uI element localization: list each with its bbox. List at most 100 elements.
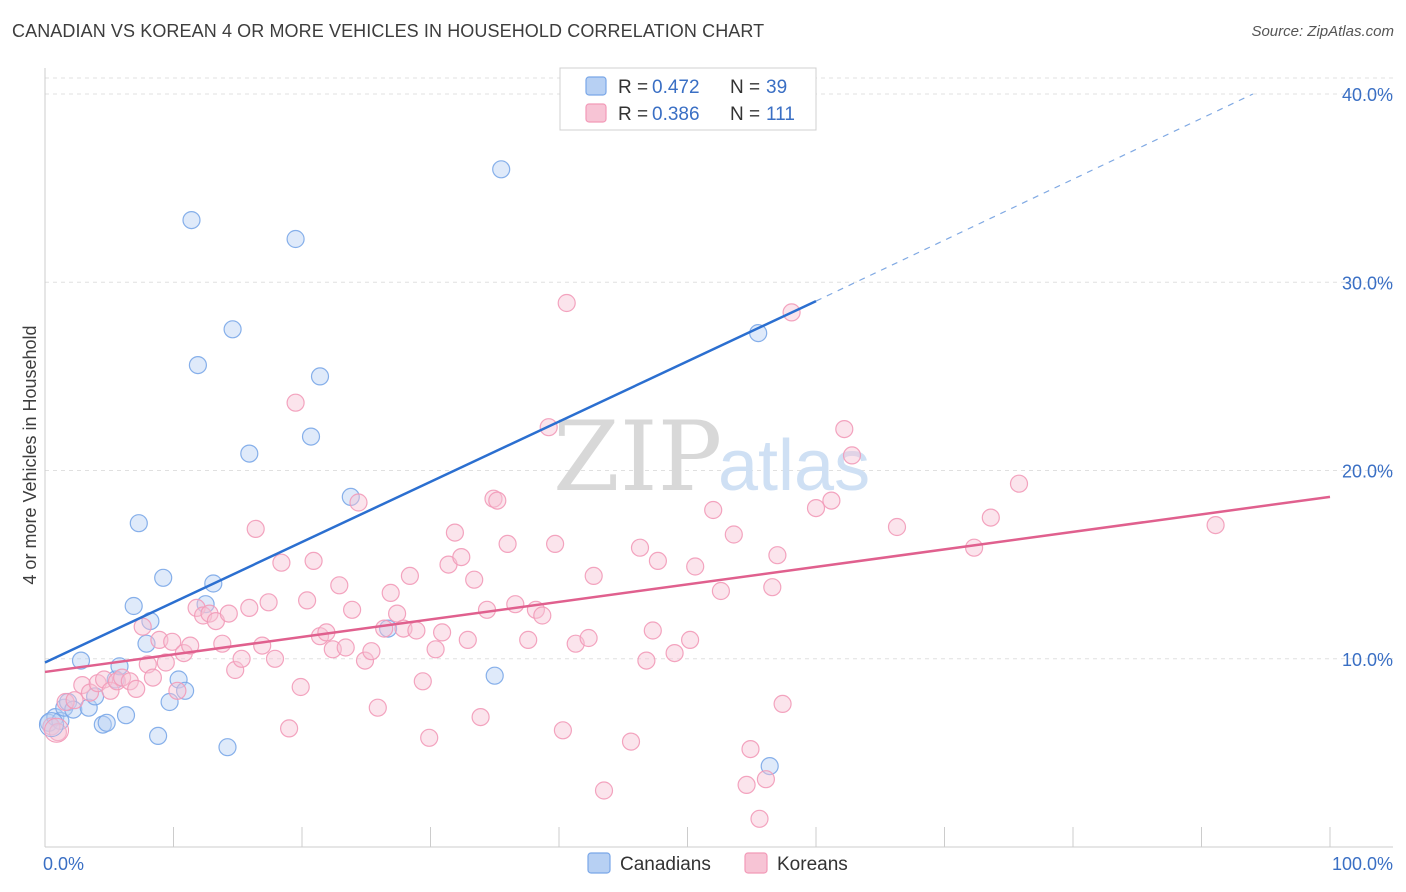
data-point <box>291 677 310 697</box>
watermark: ZIP atlas <box>553 401 870 513</box>
data-point <box>433 623 452 642</box>
data-point-cluster <box>44 717 70 743</box>
data-point <box>630 538 650 557</box>
watermark-zip: ZIP <box>553 401 722 513</box>
bottom-legend-label-canadians: Canadians <box>620 854 711 875</box>
data-point <box>154 568 173 587</box>
data-point <box>680 630 700 650</box>
data-point <box>223 320 242 339</box>
data-point <box>420 728 439 747</box>
bottom-legend: Canadians Koreans <box>587 852 848 875</box>
data-point <box>196 595 215 614</box>
data-point <box>665 643 684 663</box>
data-point <box>218 738 237 757</box>
data-point <box>176 681 195 700</box>
data-point <box>763 578 782 597</box>
data-point <box>226 660 245 680</box>
legend-swatch-koreans <box>585 103 607 123</box>
data-point <box>553 721 573 740</box>
data-point <box>498 534 517 554</box>
data-point <box>265 649 285 668</box>
data-point <box>1206 515 1225 535</box>
data-point <box>452 547 471 567</box>
data-point <box>768 546 787 565</box>
x-tick-label-max: 100.0% <box>1332 854 1393 874</box>
bottom-legend-swatch-koreans <box>744 852 768 874</box>
data-point <box>56 692 75 712</box>
data-point <box>65 691 84 710</box>
data-point <box>127 679 146 699</box>
series-koreans <box>42 293 1225 828</box>
data-point <box>750 809 769 828</box>
data-point <box>79 698 98 717</box>
data-point <box>835 420 854 439</box>
data-point <box>842 446 862 465</box>
data-point <box>259 593 278 612</box>
data-point <box>355 651 375 670</box>
data-point <box>643 621 662 640</box>
bottom-legend-swatch-canadians <box>587 852 611 874</box>
data-point <box>465 570 484 589</box>
chart-source: Source: ZipAtlas.com <box>1251 23 1394 40</box>
data-point <box>400 566 419 586</box>
legend-n-value: 111 <box>766 104 795 125</box>
data-point <box>637 651 656 670</box>
data-point <box>240 598 259 618</box>
y-tick-label: 40.0% <box>1342 85 1393 105</box>
data-point <box>286 229 305 249</box>
data-point <box>458 630 477 650</box>
data-point <box>426 640 445 659</box>
gridlines <box>45 77 1393 660</box>
data-point <box>163 632 182 651</box>
data-point <box>301 427 321 446</box>
data-point <box>533 606 552 625</box>
legend-n-label: N = <box>730 77 760 98</box>
data-point <box>756 770 776 789</box>
y-tick-label: 10.0% <box>1342 650 1393 670</box>
data-point <box>97 713 116 732</box>
data-point <box>594 781 614 800</box>
x-tick-label-min: 0.0% <box>43 854 84 874</box>
data-point <box>73 675 92 695</box>
data-point <box>445 523 464 542</box>
data-point <box>129 514 148 533</box>
data-point <box>964 538 984 557</box>
legend-r-value: 0.386 <box>652 104 700 125</box>
data-point <box>188 356 207 375</box>
data-point <box>240 444 259 463</box>
trend-line-koreans <box>44 495 1331 674</box>
data-point <box>182 211 201 230</box>
y-axis-label: 4 or more Vehicles in Household <box>20 325 40 584</box>
data-point <box>413 672 432 691</box>
legend-swatch-canadians <box>585 76 607 96</box>
data-point <box>887 517 907 537</box>
data-point <box>519 630 538 650</box>
data-point <box>133 617 152 636</box>
trend-line-canadians <box>44 299 817 664</box>
data-point <box>143 668 162 687</box>
data-point <box>506 595 525 614</box>
data-point <box>156 653 175 672</box>
legend-n-value: 39 <box>766 77 787 98</box>
data-point <box>621 732 641 751</box>
data-point <box>280 719 299 738</box>
legend-r-label: R = <box>618 77 648 98</box>
data-point <box>272 553 291 572</box>
legend: R = 0.472 N = 39 R = 0.386 N = 111 <box>559 67 817 131</box>
data-point <box>773 694 792 714</box>
data-point <box>485 666 504 685</box>
axes <box>44 68 1393 848</box>
data-point <box>557 293 576 313</box>
data-point <box>648 551 668 571</box>
data-point <box>80 683 100 702</box>
data-point <box>116 706 136 725</box>
y-tick-labels: 10.0% 20.0% 30.0% 40.0% <box>1342 85 1393 670</box>
data-point <box>545 534 565 554</box>
data-point <box>120 672 139 691</box>
legend-r-value: 0.472 <box>652 77 700 98</box>
data-point <box>232 649 251 668</box>
watermark-atlas: atlas <box>718 426 870 506</box>
y-tick-label: 20.0% <box>1342 462 1393 482</box>
chart-title: CANADIAN VS KOREAN 4 OR MORE VEHICLES IN… <box>12 21 765 41</box>
data-point <box>488 491 507 510</box>
